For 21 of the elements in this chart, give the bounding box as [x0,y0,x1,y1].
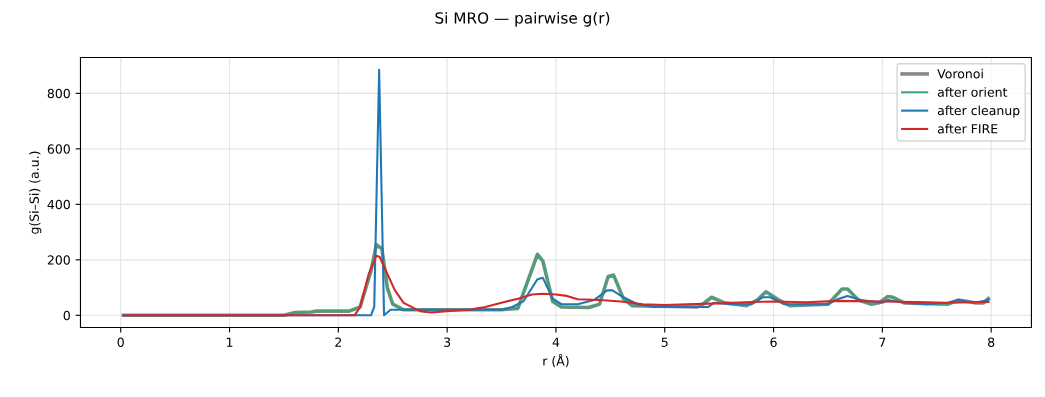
x-tick-label: 2 [335,337,342,347]
x-tick-label: 4 [552,337,560,347]
x-tick-label: 0 [117,337,124,347]
x-tick-label: 1 [226,337,233,347]
x-tick-label: 6 [770,337,777,347]
y-tick-label: 600 [47,144,70,154]
y-axis-title: g(Si–Si) (a.u.) [29,151,42,234]
chart-title: Si MRO — pairwise g(r) [435,11,610,27]
x-tick-label: 8 [988,337,995,347]
x-tick-label: 3 [444,337,451,347]
x-tick-label: 7 [879,337,886,347]
legend-label: after cleanup [937,105,1020,118]
x-tick-label: 5 [661,337,668,347]
y-tick-label: 400 [47,199,70,210]
y-tick-label: 800 [47,88,70,99]
x-axis-title: r (Å) [543,353,569,368]
legend-label: after orient [937,87,1008,97]
legend-label: after FIRE [937,123,998,134]
y-tick-label: 200 [47,255,70,265]
y-tick-label: 0 [63,310,70,321]
legend-label: Voronoi [937,68,983,79]
